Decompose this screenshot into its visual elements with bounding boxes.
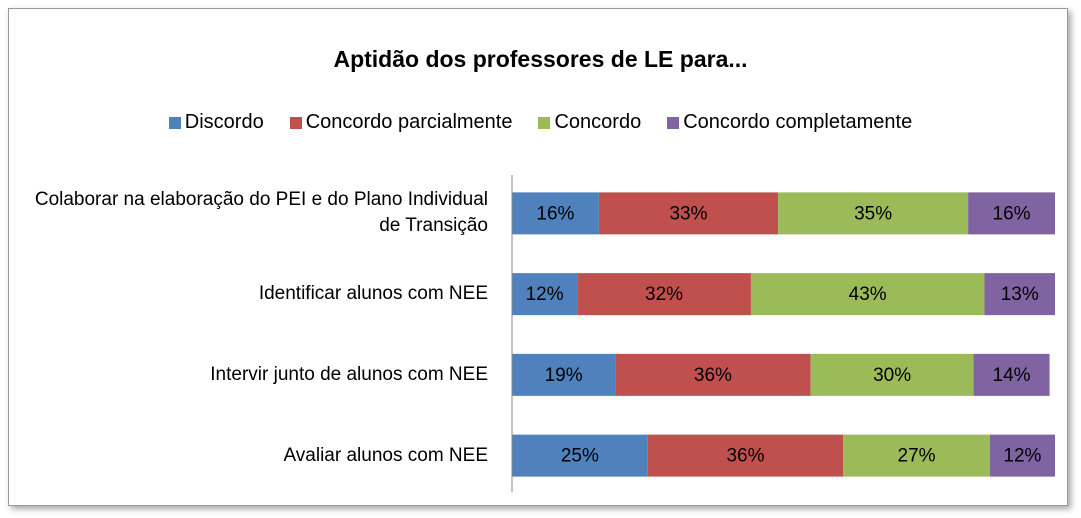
legend-swatch: [538, 116, 551, 129]
bar-segment: [810, 353, 974, 396]
bar-segment: [750, 273, 985, 316]
legend: Discordo Concordo parcialmente Concordo Con…: [0, 111, 1081, 134]
bar-segment: [973, 353, 1050, 396]
value-label: 12%: [526, 284, 564, 305]
bar-segment: [989, 434, 1055, 477]
category-label: Avaliar alunos com NEE: [283, 444, 488, 466]
value-label: 33%: [669, 203, 707, 224]
bar-segment: [615, 353, 811, 396]
bar-segment: [647, 434, 844, 477]
bar-segment: [778, 192, 969, 235]
legend-label: Concordo: [554, 111, 642, 133]
chart-frame: [8, 8, 1068, 506]
legend-swatch: [168, 116, 181, 129]
category-label: Colaborar na elaboração do PEI e do Plan…: [34, 189, 488, 237]
legend-swatch: [289, 116, 302, 129]
bar-segment: [984, 273, 1055, 316]
bar-segment: [512, 273, 578, 316]
category-label: Intervir junto de alunos com NEE: [210, 363, 488, 385]
value-label: 35%: [854, 203, 892, 224]
value-label: 27%: [898, 446, 936, 467]
bar-segment: [968, 192, 1055, 235]
value-label: 13%: [1001, 284, 1039, 305]
bar-segment: [577, 273, 751, 316]
value-label: 12%: [1003, 446, 1041, 467]
value-label: 43%: [849, 284, 887, 305]
category-label: Identificar alunos com NEE: [258, 283, 488, 305]
bar-segment: [512, 353, 616, 396]
value-label: 16%: [993, 203, 1031, 224]
value-label: 19%: [545, 365, 583, 386]
bar-segment: [512, 434, 648, 477]
legend-item: Discordo: [168, 111, 264, 134]
legend-label: Discordo: [184, 111, 264, 133]
value-label: 25%: [561, 446, 599, 467]
value-label: 32%: [645, 284, 683, 305]
bar-segment: [598, 192, 779, 235]
bar-segment: [512, 192, 599, 235]
legend-swatch: [667, 116, 680, 129]
legend-label: Concordo parcialmente: [305, 111, 513, 133]
value-label: 16%: [536, 203, 574, 224]
value-label: 36%: [726, 446, 764, 467]
legend-item: Concordo: [538, 111, 641, 134]
chart-title: Aptidão dos professores de LE para...: [333, 46, 748, 72]
legend-label: Concordo completamente: [683, 111, 913, 133]
value-label: 36%: [694, 365, 732, 386]
legend-item: Concordo parcialmente: [289, 111, 513, 134]
value-label: 30%: [873, 365, 911, 386]
legend-item: Concordo completamente: [667, 111, 912, 134]
bar-segment: [843, 434, 990, 477]
value-label: 14%: [993, 365, 1031, 386]
